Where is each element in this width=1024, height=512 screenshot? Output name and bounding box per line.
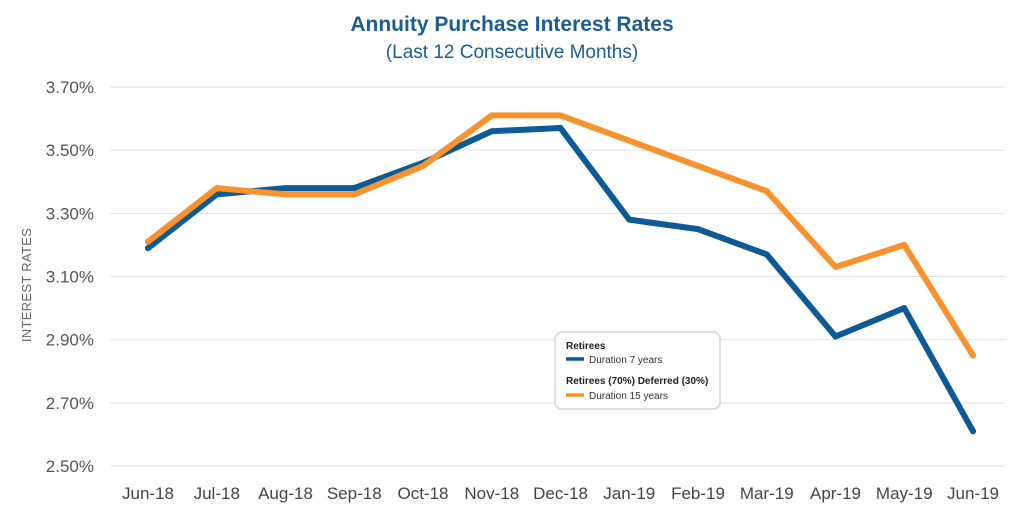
data-point xyxy=(351,191,358,198)
x-tick-label: Jun-19 xyxy=(947,484,999,503)
x-tick-label: Feb-19 xyxy=(671,484,725,503)
data-point xyxy=(557,125,564,132)
x-axis-ticks: Jun-18 Jul-18 Aug-18 Sep-18 Oct-18 Nov-18 Dec-… xyxy=(122,484,999,503)
x-tick-label: Apr-19 xyxy=(810,484,861,503)
y-tick-label: 2.70% xyxy=(46,394,94,413)
x-tick-label: Jun-18 xyxy=(122,484,174,503)
x-tick-label: May-19 xyxy=(876,484,933,503)
legend-entry-label: Duration 15 years xyxy=(589,391,668,402)
y-tick-label: 3.50% xyxy=(46,141,94,160)
data-point xyxy=(626,137,633,144)
data-point xyxy=(282,185,289,192)
data-point xyxy=(282,191,289,198)
legend-group-label: Retirees (70%) Deferred (30%) xyxy=(566,376,708,387)
x-tick-label: Aug-18 xyxy=(258,484,313,503)
series-line-1 xyxy=(145,112,976,359)
legend-box xyxy=(554,331,721,410)
legend-group-label: Retirees xyxy=(566,341,606,352)
gridlines xyxy=(110,86,1005,467)
data-point xyxy=(970,428,976,435)
data-point xyxy=(213,185,220,192)
y-tick-label: 3.10% xyxy=(46,268,94,287)
data-point xyxy=(901,305,908,312)
data-point xyxy=(557,112,564,119)
x-tick-label: Jul-18 xyxy=(194,484,240,503)
data-point xyxy=(351,185,358,192)
data-point xyxy=(488,128,495,135)
chart-subtitle: (Last 12 Consecutive Months) xyxy=(386,42,638,63)
data-point xyxy=(145,245,151,252)
legend: Retirees Duration 7 years Retirees (70%)… xyxy=(554,331,721,410)
x-tick-label: Sep-18 xyxy=(327,484,382,503)
x-tick-label: Oct-18 xyxy=(397,484,448,503)
data-point xyxy=(901,241,908,248)
x-tick-label: Jan-19 xyxy=(603,484,655,503)
data-point xyxy=(763,251,770,258)
y-axis-ticks: 3.70% 3.50% 3.30% 3.10% 2.90% 2.70% 2.50% xyxy=(46,78,94,476)
data-point xyxy=(832,264,839,271)
data-point xyxy=(488,112,495,119)
y-tick-label: 2.90% xyxy=(46,331,94,350)
y-tick-label: 3.30% xyxy=(46,204,94,223)
series-lines xyxy=(145,112,976,435)
x-tick-label: Nov-18 xyxy=(464,484,519,503)
data-point xyxy=(695,162,701,169)
chart-title: Annuity Purchase Interest Rates xyxy=(350,13,673,36)
data-point xyxy=(832,333,839,340)
x-tick-label: Dec-18 xyxy=(533,484,588,503)
y-axis-label: INTEREST RATES xyxy=(19,228,34,342)
data-point xyxy=(695,226,701,233)
data-point xyxy=(420,162,426,169)
x-tick-label: Mar-19 xyxy=(740,484,794,503)
data-point xyxy=(763,188,770,195)
data-point xyxy=(145,238,151,245)
y-tick-label: 3.70% xyxy=(46,78,94,97)
data-point xyxy=(970,352,976,359)
data-point xyxy=(626,216,633,223)
y-tick-label: 2.50% xyxy=(46,457,94,476)
legend-entry-label: Duration 7 years xyxy=(589,355,662,366)
